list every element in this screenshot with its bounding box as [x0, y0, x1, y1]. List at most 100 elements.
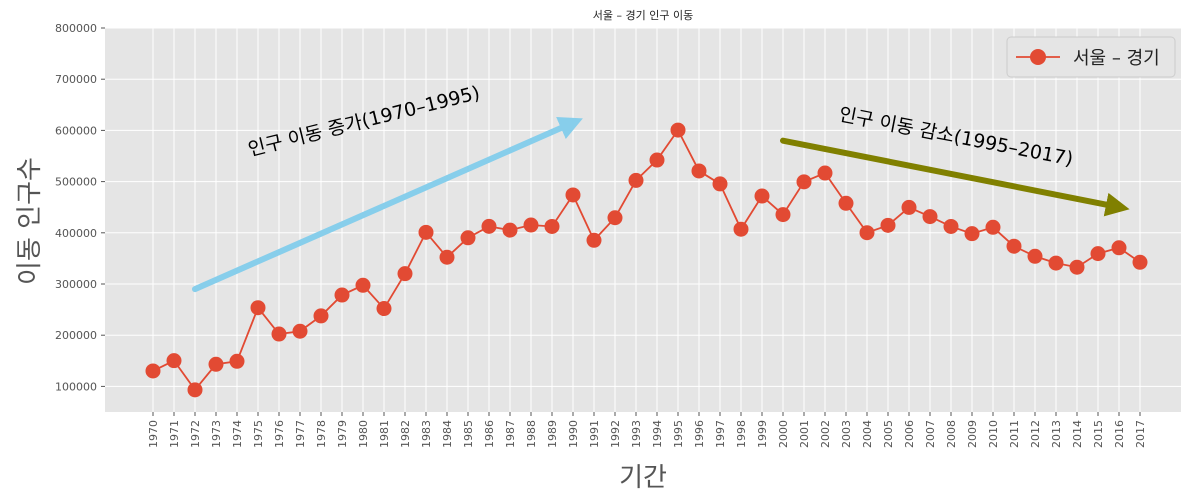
x-tick-label: 1984 — [441, 420, 454, 448]
x-tick-label: 1971 — [168, 420, 181, 448]
x-tick-label: 1979 — [336, 420, 349, 448]
y-tick-label: 500000 — [55, 176, 97, 189]
x-tick-label: 2013 — [1050, 420, 1063, 448]
x-tick-label: 2005 — [882, 420, 895, 448]
x-tick-label: 2008 — [945, 420, 958, 448]
series-layer — [145, 122, 1148, 398]
x-tick-label: 1972 — [189, 420, 202, 448]
x-tick-label: 1970 — [147, 420, 160, 448]
annotation-arrows — [192, 117, 1130, 293]
data-point — [880, 217, 896, 233]
x-tick-label: 2002 — [819, 420, 832, 448]
data-point — [1111, 240, 1127, 256]
data-point — [691, 163, 707, 179]
tick-labels: 1970 1971 1972 1973 1974 1975 1976 1977 1978 1979… — [55, 22, 1147, 448]
y-tick-label: 200000 — [55, 329, 97, 342]
x-tick-label: 1983 — [420, 420, 433, 448]
data-point — [628, 172, 644, 188]
annotation-arrow — [192, 117, 583, 293]
y-tick-label: 800000 — [55, 22, 97, 35]
x-tick-label: 1993 — [630, 420, 643, 448]
x-tick-label: 1980 — [357, 420, 370, 448]
data-point — [187, 382, 203, 398]
grid — [105, 27, 1181, 412]
annotation-arrow — [780, 137, 1130, 217]
data-point — [565, 187, 581, 203]
y-tick-label: 100000 — [55, 380, 97, 393]
data-point — [481, 218, 497, 234]
data-point — [922, 209, 938, 225]
data-point — [334, 287, 350, 303]
x-tick-label: 1996 — [693, 420, 706, 448]
data-point — [901, 199, 917, 215]
data-point — [460, 230, 476, 246]
data-point — [208, 356, 224, 372]
x-axis-label: 기간 — [619, 463, 667, 493]
data-point — [1090, 246, 1106, 262]
data-point — [607, 210, 623, 226]
x-tick-label: 2004 — [861, 420, 874, 448]
data-point — [1027, 248, 1043, 264]
y-axis-label: 이동 인구수 — [15, 157, 45, 285]
x-tick-label: 1978 — [315, 420, 328, 448]
data-point — [523, 217, 539, 233]
x-tick-label: 1975 — [252, 420, 265, 448]
x-tick-label: 1986 — [483, 420, 496, 448]
data-point — [355, 277, 371, 293]
data-point — [376, 301, 392, 317]
data-point — [397, 266, 413, 282]
data-point — [313, 308, 329, 324]
data-point — [838, 195, 854, 211]
x-tick-label: 1994 — [651, 420, 664, 448]
x-tick-label: 2006 — [903, 420, 916, 448]
x-tick-label: 1977 — [294, 420, 307, 448]
y-tick-label: 300000 — [55, 278, 97, 291]
data-point — [733, 221, 749, 237]
x-tick-label: 2015 — [1092, 420, 1105, 448]
x-tick-label: 1985 — [462, 420, 475, 448]
data-point — [439, 249, 455, 265]
data-point — [418, 224, 434, 240]
x-tick-label: 2001 — [798, 420, 811, 448]
data-point — [1048, 255, 1064, 271]
x-tick-label: 2014 — [1071, 420, 1084, 448]
data-point — [1006, 238, 1022, 254]
x-tick-label: 2017 — [1134, 420, 1147, 448]
data-point — [271, 326, 287, 342]
x-tick-label: 1998 — [735, 420, 748, 448]
x-tick-label: 1990 — [567, 420, 580, 448]
x-tick-label: 2010 — [987, 420, 1000, 448]
data-point — [229, 353, 245, 369]
x-tick-label: 1974 — [231, 420, 244, 448]
x-tick-label: 2009 — [966, 420, 979, 448]
y-tick-label: 600000 — [55, 124, 97, 137]
data-point — [1069, 259, 1085, 275]
data-point — [1132, 254, 1148, 270]
data-point — [649, 152, 665, 168]
x-tick-label: 1997 — [714, 420, 727, 448]
data-point — [166, 353, 182, 369]
x-tick-label: 2007 — [924, 420, 937, 448]
x-tick-label: 1973 — [210, 420, 223, 448]
x-tick-label: 1995 — [672, 420, 685, 448]
data-point — [712, 176, 728, 192]
x-tick-label: 1976 — [273, 420, 286, 448]
data-point — [964, 226, 980, 242]
legend-box — [1006, 36, 1176, 78]
data-point — [775, 207, 791, 223]
x-tick-label: 2003 — [840, 420, 853, 448]
x-tick-label: 2011 — [1008, 420, 1021, 448]
x-tick-label: 1989 — [546, 420, 559, 448]
data-point — [292, 323, 308, 339]
y-tick-label: 400000 — [55, 227, 97, 240]
chart-title: 서울 – 경기 인구 이동 — [593, 9, 693, 22]
x-tick-label: 1981 — [378, 420, 391, 448]
x-tick-label: 1999 — [756, 420, 769, 448]
data-point — [250, 300, 266, 316]
data-point — [817, 165, 833, 181]
data-point — [502, 222, 518, 238]
data-point — [859, 225, 875, 241]
data-point — [943, 218, 959, 234]
x-tick-label: 2016 — [1113, 420, 1126, 448]
